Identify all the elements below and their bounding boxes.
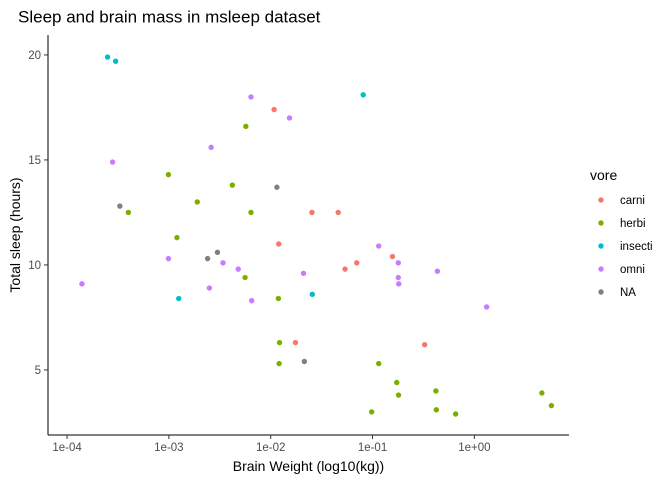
data-point-herbi: [548, 402, 555, 409]
data-point-herbi: [243, 123, 249, 130]
data-point-carni: [292, 339, 299, 346]
y-axis-ticks: 5 10 15 20: [28, 50, 48, 377]
data-point-na: [117, 203, 123, 209]
y-tick-label: 5: [35, 365, 41, 377]
data-point-carni: [342, 266, 348, 272]
data-point-omni: [434, 268, 441, 274]
data-point-omni: [206, 285, 213, 291]
legend-label: carni: [620, 195, 645, 207]
legend-items: carni herbi insecti omni NA: [598, 195, 653, 299]
y-tick-label: 20: [28, 50, 41, 62]
data-point-omni: [79, 281, 85, 287]
data-point-omni: [208, 144, 214, 151]
x-tick-label: 1e-03: [154, 442, 183, 454]
y-tick-label: 15: [28, 155, 41, 167]
x-tick-label: 1e-02: [256, 442, 285, 454]
legend-key-omni: [598, 266, 604, 272]
data-point-omni: [220, 260, 226, 266]
legend-title: vore: [590, 167, 617, 183]
data-point-herbi: [376, 360, 382, 367]
data-point-herbi: [275, 295, 282, 302]
data-point-herbi: [368, 409, 375, 415]
data-point-omni: [483, 304, 490, 310]
legend-key-carni: [598, 197, 604, 203]
y-tick-label: 10: [28, 260, 41, 272]
y-axis-title: Total sleep (hours): [7, 177, 23, 292]
data-point-omni: [248, 94, 254, 100]
legend-label: NA: [620, 287, 636, 299]
data-point-herbi: [539, 390, 545, 396]
x-axis-title: Brain Weight (log10(kg)): [233, 458, 384, 474]
chart-title: Sleep and brain mass in msleep dataset: [18, 8, 321, 27]
data-point-herbi: [248, 209, 254, 216]
data-point-omni: [300, 270, 307, 277]
data-point-insecti: [112, 58, 119, 64]
data-point-insecti: [309, 291, 315, 298]
data-point-omni: [395, 260, 401, 266]
x-axis-ticks: 1e-04 1e-03 1e-02 1e-01 1e+00: [52, 435, 491, 454]
data-point-omni: [376, 243, 382, 249]
x-tick-label: 1e-01: [358, 442, 387, 454]
data-point-carni: [276, 241, 282, 247]
data-point-omni: [235, 266, 241, 272]
legend-label: omni: [620, 264, 645, 276]
data-point-herbi: [395, 392, 402, 398]
data-point-herbi: [194, 199, 200, 205]
data-point-herbi: [276, 339, 283, 346]
data-point-carni: [421, 342, 428, 348]
data-point-omni: [165, 255, 172, 262]
data-point-herbi: [165, 171, 172, 178]
data-point-herbi: [276, 360, 282, 367]
legend: vore carni herbi insecti omni NA: [590, 167, 653, 299]
data-point-omni: [396, 281, 402, 287]
data-point-insecti: [360, 92, 366, 98]
x-tick-label: 1e+00: [458, 442, 490, 454]
data-point-na: [274, 184, 280, 190]
data-point-herbi: [433, 388, 439, 394]
data-point-omni: [286, 115, 293, 121]
data-points: [79, 54, 555, 417]
plot-area: 1e-04 1e-03 1e-02 1e-01 1e+00 5 10 15 20: [28, 35, 569, 454]
data-point-carni: [389, 253, 396, 260]
data-point-herbi: [174, 234, 180, 241]
legend-label: herbi: [620, 218, 646, 230]
data-point-carni: [309, 209, 315, 216]
data-point-na: [301, 358, 308, 365]
data-point-na: [214, 249, 221, 256]
data-point-carni: [271, 106, 277, 113]
data-point-carni: [354, 260, 360, 266]
data-point-na: [204, 255, 211, 262]
legend-label: insecti: [620, 241, 653, 253]
legend-key-na: [598, 289, 604, 295]
data-point-insecti: [176, 295, 182, 302]
data-point-carni: [335, 209, 341, 216]
data-point-herbi: [125, 209, 132, 216]
data-point-herbi: [452, 411, 459, 417]
data-point-herbi: [394, 379, 400, 386]
legend-key-herbi: [598, 220, 604, 226]
data-point-omni: [248, 297, 255, 304]
data-point-herbi: [229, 182, 236, 188]
legend-key-insecti: [598, 243, 604, 249]
x-tick-label: 1e-04: [52, 442, 82, 454]
data-point-insecti: [104, 54, 111, 60]
data-point-omni: [395, 274, 401, 281]
data-point-herbi: [242, 274, 248, 281]
data-point-herbi: [433, 407, 440, 413]
data-point-omni: [109, 159, 116, 165]
